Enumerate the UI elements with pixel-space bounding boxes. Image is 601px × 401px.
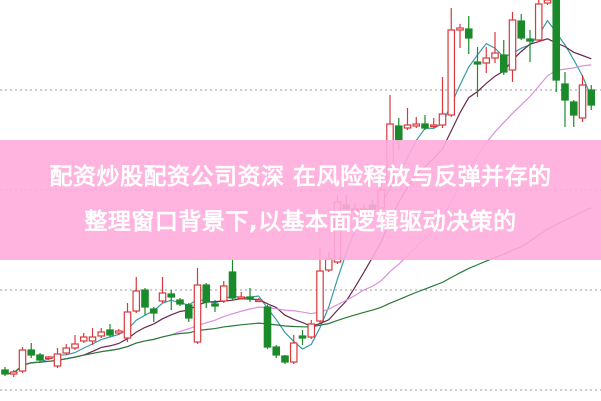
candle-up [447, 29, 456, 116]
candle-down [263, 306, 272, 348]
candle-up [456, 27, 464, 31]
candle-down [517, 20, 526, 39]
candle-up [429, 124, 438, 128]
candle-down [552, 0, 561, 81]
title-banner: 配资炒股配资公司资深 在风险释放与反弹并存的 整理窗口背景下,以基本面逻辑驱动决… [0, 140, 601, 260]
candle-down [499, 54, 508, 73]
candle-up [237, 296, 246, 300]
candle-down [569, 101, 578, 116]
candle-down [202, 284, 211, 303]
candle-up [508, 19, 517, 71]
candle-up [62, 347, 71, 354]
candle-up [307, 323, 316, 338]
candle-up [482, 57, 491, 64]
candle-down [36, 354, 44, 361]
candle-up [53, 353, 62, 367]
candle-down [281, 355, 289, 363]
moving-average-line [4, 38, 592, 375]
candle-up [219, 285, 228, 302]
candle-down [587, 89, 596, 106]
candle-down [141, 289, 149, 308]
candle-down [106, 329, 114, 336]
candle-down [167, 293, 176, 298]
candle-up [18, 349, 27, 372]
candle-up [193, 284, 202, 343]
candle-up [132, 290, 141, 312]
candle-up [316, 270, 324, 322]
candle-up [578, 84, 587, 119]
candle-down [228, 271, 237, 299]
candle-up [71, 343, 79, 349]
candle-down [27, 349, 36, 356]
candle-up [79, 336, 88, 342]
candle-down [421, 123, 429, 129]
candle-up [88, 336, 97, 342]
candle-up [114, 330, 123, 334]
candle-down [246, 296, 254, 300]
candle-down [211, 303, 219, 307]
candle-up [491, 52, 499, 59]
candle-up [9, 371, 18, 375]
banner-title-line-1: 配资炒股配资公司资深 在风险释放与反弹并存的 [49, 164, 552, 190]
candle-down [298, 335, 307, 339]
candle-down [464, 28, 473, 39]
moving-average-line [4, 19, 592, 375]
candle-up [324, 258, 333, 271]
candle-up [44, 356, 53, 360]
candle-down [473, 61, 482, 65]
candle-up [438, 113, 447, 126]
candle-down [394, 125, 403, 141]
candle-up [289, 342, 298, 363]
candle-down [561, 83, 569, 101]
candle-down [149, 308, 158, 314]
candle-up [403, 124, 412, 129]
candle-up [534, 3, 543, 41]
candle-up [254, 299, 263, 303]
candle-up [158, 292, 167, 302]
candle-up [97, 331, 106, 337]
candle-up [412, 123, 421, 127]
candle-down [272, 346, 281, 356]
candle-up [123, 311, 132, 339]
candle-down [1, 369, 9, 375]
candle-down [176, 299, 184, 305]
candle-down [184, 304, 193, 319]
candle-down [526, 38, 534, 42]
banner-title-line-2: 整理窗口背景下,以基本面逻辑驱动决策的 [84, 209, 517, 235]
candle-up [543, 0, 552, 4]
